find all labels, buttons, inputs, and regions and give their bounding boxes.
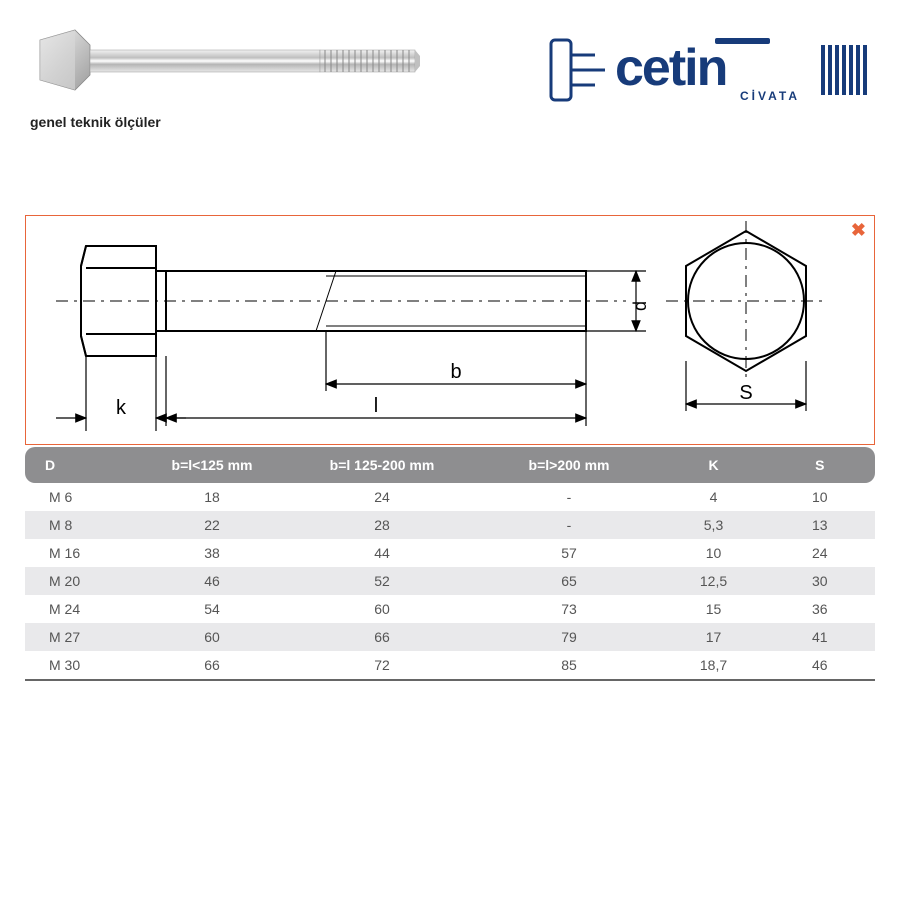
table-cell: 15 (663, 595, 765, 623)
brand-logo: cetin CİVATA (545, 30, 875, 110)
table-cell: 18,7 (663, 651, 765, 680)
table-cell: 22 (136, 511, 289, 539)
table-cell: M 6 (25, 483, 136, 511)
col-header: b=l<125 mm (136, 447, 289, 483)
table-cell: 44 (289, 539, 476, 567)
header-row: genel teknik ölçüler cetin CİVATA (25, 20, 875, 130)
table-row: M 163844571024 (25, 539, 875, 567)
technical-diagram: ✖ (25, 215, 875, 445)
table-cell: M 16 (25, 539, 136, 567)
col-header: K (663, 447, 765, 483)
table-row: M 2046526512,530 (25, 567, 875, 595)
dimensions-table: D b=l<125 mm b=l 125-200 mm b=l>200 mm K… (25, 447, 875, 681)
table-cell: 18 (136, 483, 289, 511)
table-cell: 24 (289, 483, 476, 511)
table-row: M 276066791741 (25, 623, 875, 651)
dim-l-label: l (374, 395, 378, 417)
table-cell: 36 (765, 595, 876, 623)
svg-text:cetin: cetin (615, 39, 726, 97)
table-cell: 13 (765, 511, 876, 539)
table-cell: 57 (476, 539, 663, 567)
table-cell: 85 (476, 651, 663, 680)
table-cell: 54 (136, 595, 289, 623)
col-header: b=l>200 mm (476, 447, 663, 483)
table-row: M 61824-410 (25, 483, 875, 511)
table-cell: 30 (765, 567, 876, 595)
table-cell: 12,5 (663, 567, 765, 595)
table-cell: - (476, 483, 663, 511)
dim-s-label: S (739, 382, 752, 404)
table-cell: 79 (476, 623, 663, 651)
table-row: M 245460731536 (25, 595, 875, 623)
table-cell: 60 (136, 623, 289, 651)
table-cell: 5,3 (663, 511, 765, 539)
table-cell: 60 (289, 595, 476, 623)
bolt-photo (25, 20, 425, 110)
table-header-row: D b=l<125 mm b=l 125-200 mm b=l>200 mm K… (25, 447, 875, 483)
table-cell: 28 (289, 511, 476, 539)
table-cell: 24 (765, 539, 876, 567)
table-cell: 52 (289, 567, 476, 595)
dim-k-label: k (116, 397, 127, 419)
table-cell: 10 (663, 539, 765, 567)
col-header: b=l 125-200 mm (289, 447, 476, 483)
table-cell: M 27 (25, 623, 136, 651)
table-cell: 10 (765, 483, 876, 511)
table-cell: M 8 (25, 511, 136, 539)
caption-text: genel teknik ölçüler (30, 114, 425, 130)
product-photo-block: genel teknik ölçüler (25, 20, 425, 130)
table-cell: - (476, 511, 663, 539)
table-cell: 46 (136, 567, 289, 595)
table-cell: 72 (289, 651, 476, 680)
table-cell: 65 (476, 567, 663, 595)
table-row: M 3066728518,746 (25, 651, 875, 680)
table-cell: 41 (765, 623, 876, 651)
table-cell: 38 (136, 539, 289, 567)
dim-b-label: b (450, 361, 461, 383)
table-cell: 46 (765, 651, 876, 680)
table-cell: 73 (476, 595, 663, 623)
logo-subtext: CİVATA (740, 88, 800, 103)
col-header: S (765, 447, 876, 483)
table-cell: M 20 (25, 567, 136, 595)
table-cell: M 30 (25, 651, 136, 680)
table-cell: 66 (136, 651, 289, 680)
table-row: M 82228-5,313 (25, 511, 875, 539)
table-cell: 4 (663, 483, 765, 511)
close-icon[interactable]: ✖ (851, 220, 866, 241)
dim-d-label: d (630, 301, 650, 311)
table-cell: 17 (663, 623, 765, 651)
table-cell: M 24 (25, 595, 136, 623)
col-header: D (25, 447, 136, 483)
table-cell: 66 (289, 623, 476, 651)
table-body: M 61824-410M 82228-5,313M 163844571024M … (25, 483, 875, 680)
